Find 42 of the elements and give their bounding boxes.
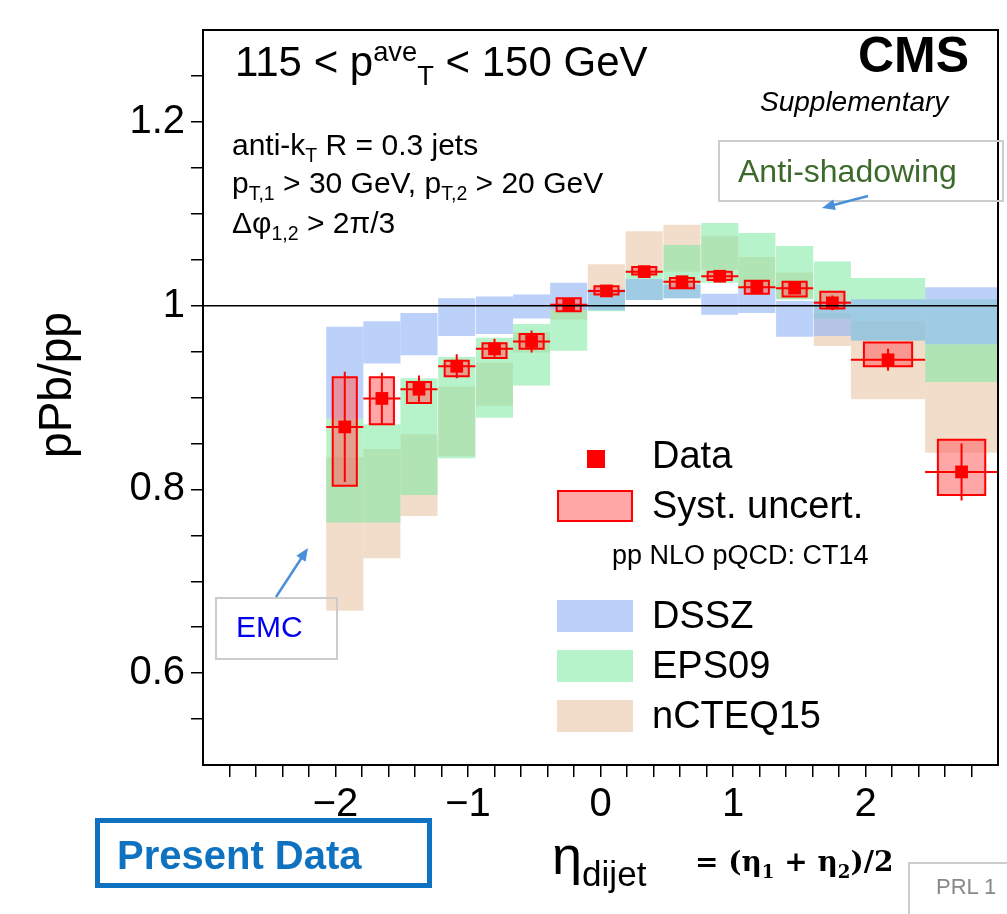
annotation: Δφ$_{1,2}$ > 2π/3 [232, 206, 396, 244]
x-axis-title: η$_{dijet}$ [552, 825, 647, 893]
x-tick-label: 1 [721, 780, 745, 825]
legend-label: Syst. uncert. [652, 484, 864, 526]
bar [625, 278, 663, 301]
text: Present Data [117, 833, 362, 877]
y-tick-label: 1.2 [129, 96, 185, 141]
bar [625, 231, 663, 270]
text: PRL 1 [936, 874, 997, 899]
bar [550, 310, 588, 351]
y-tick-label: 1 [162, 280, 185, 325]
annotation: p$_{T,1}$ > 30 GeV, p$_{T,2}$ > 20 GeV [232, 166, 604, 204]
text: = (η$_{1}$ + η$_{2}$)/2 [695, 845, 894, 882]
bar [475, 296, 514, 335]
legend-label: DSSZ [652, 594, 754, 636]
bar [701, 293, 739, 315]
bar [738, 233, 776, 290]
bar [400, 378, 438, 495]
chart-title: 115 < p$^{ave}$$_{T}$ < 150 GeV [235, 36, 648, 92]
bar [438, 298, 476, 336]
annotation: Anti-shadowing [738, 153, 957, 189]
bar [776, 301, 814, 337]
x-tick-label: −1 [445, 780, 491, 825]
bar [363, 424, 401, 523]
annotation: Supplementary [760, 86, 949, 117]
legend-label: Data [652, 434, 733, 476]
bar [513, 294, 551, 319]
legend-label: EPS09 [652, 644, 771, 686]
y-axis-title: pPb/pp [29, 312, 81, 458]
y-tick-label: 0.6 [129, 648, 185, 693]
annotation: CMS [858, 27, 970, 83]
legend-title: pp NLO pQCD: CT14 [612, 540, 869, 570]
y-tick-label: 0.8 [129, 464, 185, 509]
bar [400, 312, 438, 356]
x-tick-label: 0 [589, 780, 612, 825]
bar [438, 357, 476, 459]
x-tick-label: −2 [312, 780, 359, 825]
legend-label: nCTEQ15 [652, 694, 821, 736]
x-tick-label: 2 [854, 780, 877, 825]
bar [363, 321, 401, 364]
annotation: EMC [236, 610, 303, 643]
annotation: anti-k$_{T}$ R = 0.3 jets [232, 128, 479, 166]
